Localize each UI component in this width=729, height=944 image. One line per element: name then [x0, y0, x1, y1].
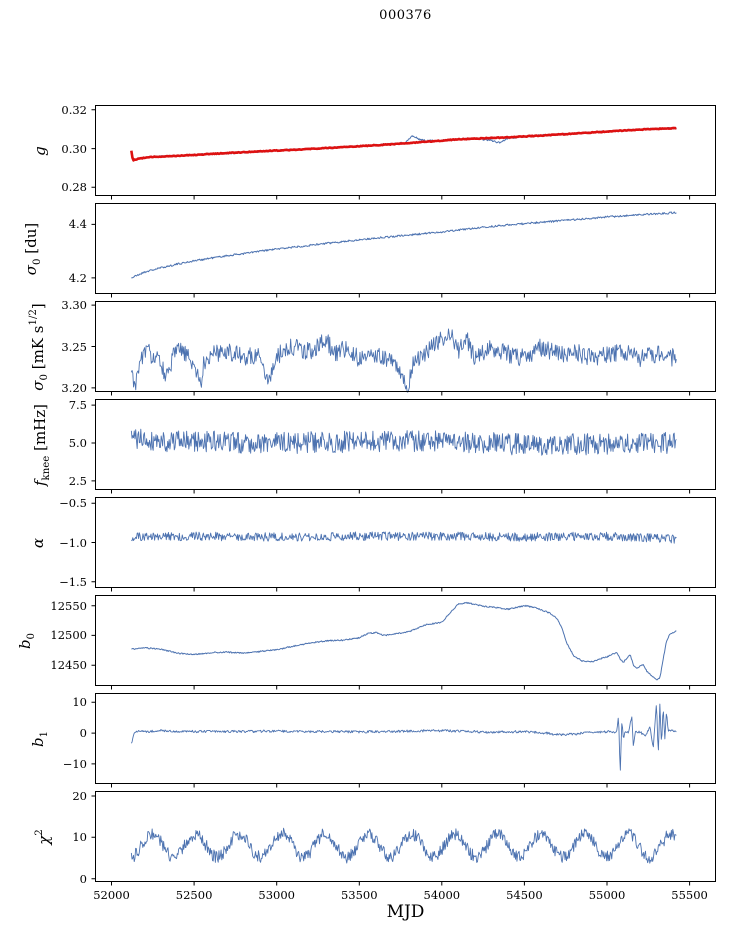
- tick-marks: [91, 109, 691, 200]
- x-tick-label: 53000: [258, 888, 295, 902]
- x-tick-label: 54000: [423, 888, 461, 902]
- y-axis-label-chi2: χ2: [31, 757, 53, 917]
- tick-marks: [91, 223, 691, 298]
- tick-marks: [91, 304, 691, 396]
- series-b1: [130, 703, 677, 771]
- panel-sigma0-du: [91, 203, 716, 298]
- axes-frame: [95, 693, 716, 784]
- axes-frame: [95, 399, 716, 490]
- y-axis-label-segment: [du]: [22, 222, 40, 259]
- panel-sigma0-mks: [91, 301, 716, 396]
- y-axis-label-segment: χ: [34, 835, 53, 845]
- y-tick-label: −1.5: [59, 574, 87, 589]
- y-axis-label-segment: 1/2: [28, 308, 39, 326]
- panel-alpha: [91, 497, 716, 592]
- axes-frame: [95, 791, 716, 882]
- x-tick-label: 53500: [340, 888, 378, 902]
- y-axis-label-segment: ]: [28, 302, 47, 309]
- y-tick-label: 10: [72, 830, 87, 845]
- tick-marks: [91, 701, 691, 788]
- series-g-smooth-fit: [130, 126, 677, 162]
- panel-fknee: [91, 399, 716, 494]
- y-tick-label: 12550: [50, 598, 87, 613]
- y-tick-label: 3.20: [61, 380, 87, 395]
- y-tick-label: −0.5: [59, 496, 87, 511]
- y-tick-label: 2.5: [68, 473, 87, 488]
- x-axis-label: MJD: [386, 902, 425, 922]
- y-tick-label: 12450: [50, 658, 87, 673]
- x-tick-label: 52000: [93, 888, 130, 902]
- series-sigma0-du: [131, 211, 677, 279]
- y-tick-label: 4.4: [68, 217, 87, 232]
- y-tick-label: 0: [79, 871, 87, 886]
- y-axis-label-segment: α: [29, 537, 47, 548]
- series-sigma0-mks: [130, 328, 677, 393]
- panel-chi2: [91, 791, 716, 886]
- y-tick-label: −10: [62, 756, 87, 771]
- y-axis-label-segment: 2: [34, 828, 45, 836]
- y-tick-label: 4.2: [68, 270, 87, 285]
- y-tick-label: 3.30: [61, 298, 87, 313]
- y-tick-label: 3.25: [61, 339, 87, 354]
- panel-b1: [91, 693, 716, 788]
- y-tick-label: 0.32: [61, 102, 87, 117]
- tick-marks: [91, 605, 691, 690]
- y-tick-label: 7.5: [68, 398, 87, 413]
- y-tick-label: 10: [72, 695, 87, 710]
- y-axis-label-segment: b: [29, 736, 47, 747]
- tick-marks: [91, 795, 691, 886]
- series-fknee: [130, 428, 677, 456]
- x-tick-label: 55500: [671, 888, 708, 902]
- y-tick-label: 5.0: [68, 435, 87, 450]
- y-axis-label-segment: g: [31, 145, 49, 156]
- y-tick-label: 12500: [50, 628, 87, 643]
- y-tick-label: 20: [72, 788, 87, 803]
- y-axis-label-segment: b: [16, 638, 34, 649]
- x-tick-label: 52500: [175, 888, 213, 902]
- axes-frame: [95, 497, 716, 588]
- x-tick-label: 54500: [506, 888, 543, 902]
- series-alpha: [131, 531, 677, 544]
- panel-b0: [91, 595, 716, 690]
- y-tick-label: 0: [79, 726, 87, 741]
- y-axis-label-segment: 0: [25, 632, 37, 639]
- panel-g: [91, 105, 716, 200]
- axes-frame: [95, 105, 716, 196]
- y-axis-label-segment: [mHz]: [31, 403, 49, 456]
- y-tick-label: 0.30: [61, 141, 87, 156]
- axes-frame: [95, 595, 716, 686]
- y-axis-label-segment: 1: [38, 730, 50, 737]
- y-tick-label: 0.28: [61, 180, 87, 195]
- series-b0: [131, 601, 677, 681]
- series-chi2: [130, 827, 677, 864]
- figure-title: 000376: [379, 8, 432, 23]
- y-tick-label: −1.0: [59, 535, 87, 550]
- axes-frame: [95, 301, 716, 392]
- axes-frame: [95, 203, 716, 294]
- tick-marks: [91, 404, 691, 494]
- tick-marks: [91, 502, 691, 592]
- x-tick-label: 55000: [588, 888, 626, 902]
